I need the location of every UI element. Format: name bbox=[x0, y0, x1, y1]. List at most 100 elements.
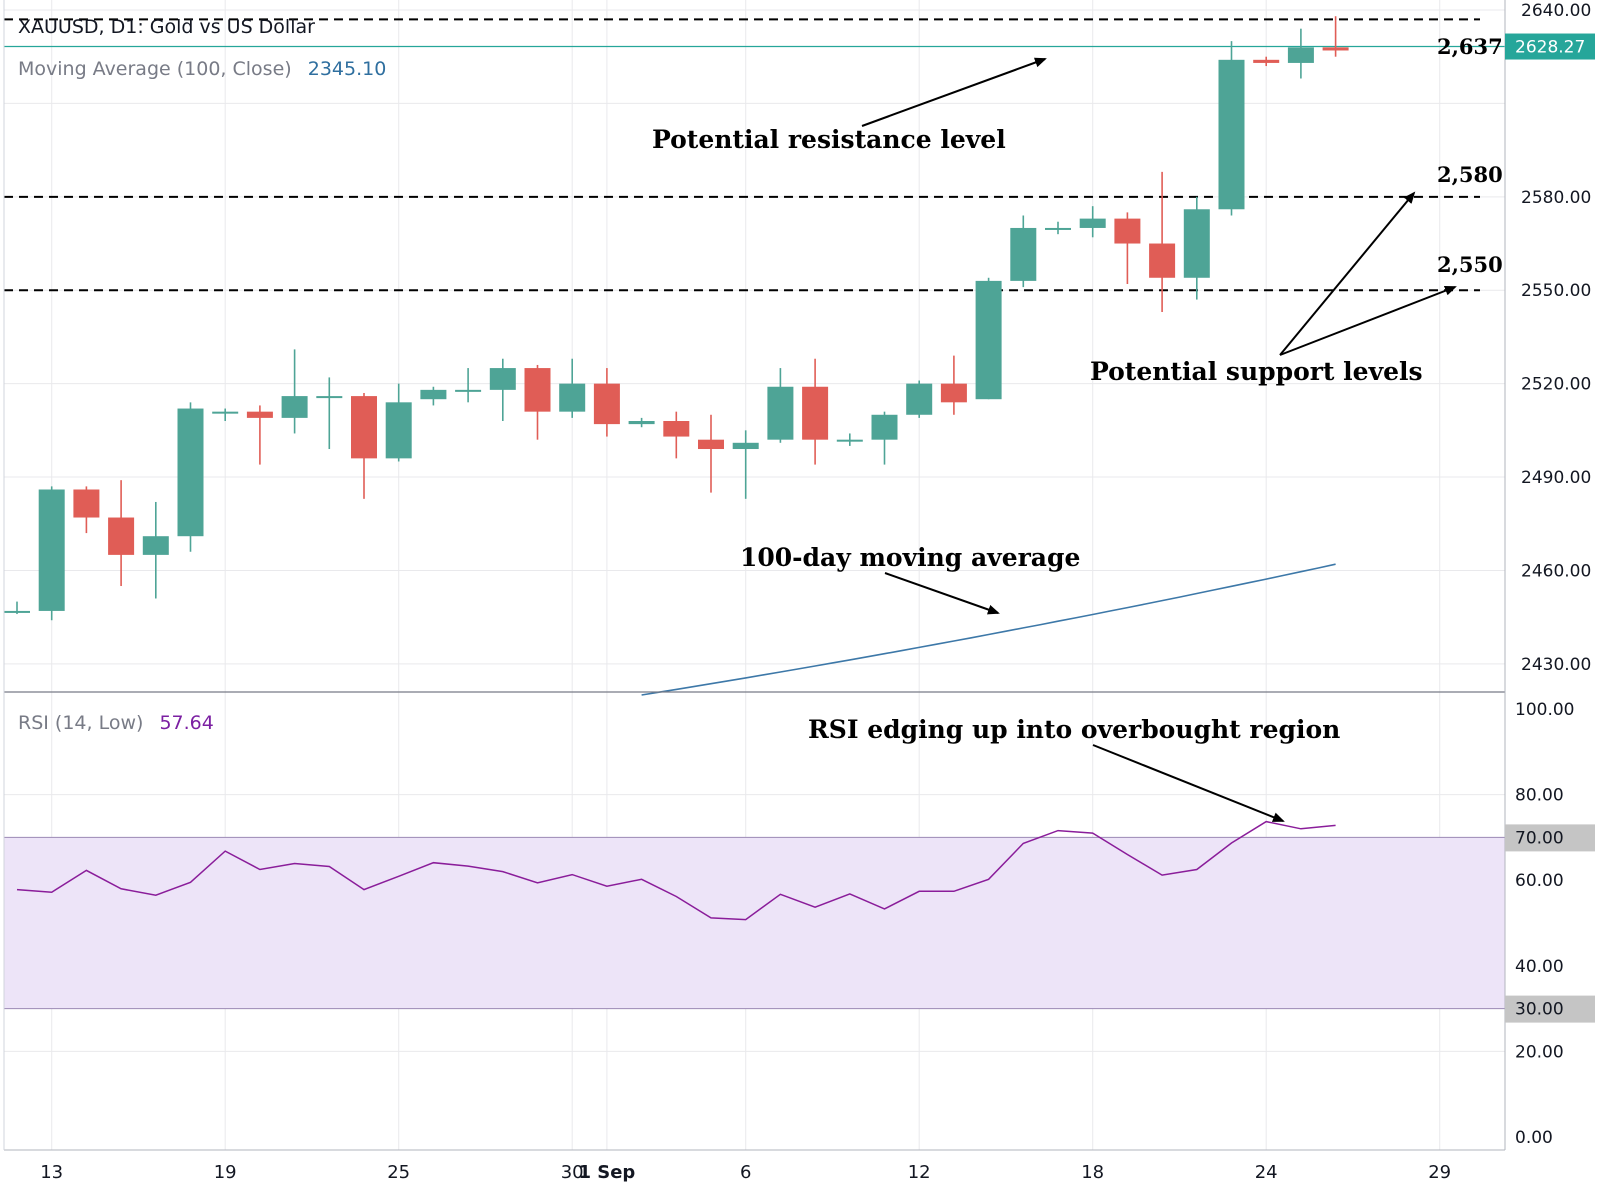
level-label-2580: 2,580 bbox=[1437, 162, 1503, 187]
rsi-tick-label: 100.00 bbox=[1515, 700, 1574, 720]
candle-body bbox=[351, 396, 377, 459]
time-tick-label: 30 bbox=[561, 1162, 584, 1183]
candle-body bbox=[1322, 47, 1349, 51]
candle bbox=[281, 349, 308, 434]
rsi-tick-label: 0.00 bbox=[1515, 1128, 1553, 1148]
time-tick-label: 12 bbox=[908, 1162, 931, 1183]
candle-body bbox=[836, 439, 863, 442]
candle-body bbox=[385, 402, 412, 459]
time-tick-label: 18 bbox=[1081, 1162, 1104, 1183]
candle-body bbox=[73, 489, 100, 518]
candle bbox=[38, 486, 65, 621]
support-arrow-upper bbox=[1279, 191, 1416, 356]
candle-body bbox=[524, 368, 551, 412]
chart-frame bbox=[3, 0, 1506, 1151]
candle bbox=[1183, 196, 1210, 300]
level-label-2637: 2,637 bbox=[1437, 34, 1503, 59]
rsi-annotation: RSI edging up into overbought region bbox=[808, 715, 1340, 744]
candle-body bbox=[420, 389, 447, 400]
rsi-tick-label: 60.00 bbox=[1515, 871, 1564, 891]
time-axis[interactable]: 13 19 25 301 Sep 6 12 18 24 29 bbox=[40, 1162, 1451, 1183]
candle bbox=[836, 433, 863, 446]
price-tick-label: 2550.00 bbox=[1521, 281, 1591, 301]
candle bbox=[975, 277, 1002, 400]
rsi-line bbox=[16, 820, 1336, 921]
moving-average-value: 2345.10 bbox=[307, 58, 387, 80]
candle-body bbox=[1218, 59, 1245, 210]
candle bbox=[940, 355, 967, 415]
rsi-bound-badge bbox=[1505, 824, 1595, 852]
candle bbox=[420, 386, 447, 406]
candle bbox=[489, 358, 516, 421]
candle-body bbox=[1045, 227, 1071, 230]
time-tick-label: 25 bbox=[387, 1162, 410, 1183]
candle bbox=[628, 417, 655, 428]
candle-body bbox=[212, 411, 239, 414]
candle-body bbox=[698, 439, 724, 450]
price-axis[interactable]: 2640.00 2580.00 2550.00 2520.00 2490.00 2460.… bbox=[1505, 1, 1595, 1148]
rsi-value: 57.64 bbox=[159, 712, 214, 734]
candle bbox=[108, 480, 135, 587]
price-tick-label: 2580.00 bbox=[1521, 188, 1591, 208]
candle-body bbox=[1253, 59, 1280, 63]
candle bbox=[1045, 221, 1071, 235]
time-tick-label: 24 bbox=[1255, 1162, 1278, 1183]
moving-average-label: Moving Average (100, Close) bbox=[18, 58, 292, 80]
level-label-2550: 2,550 bbox=[1437, 252, 1503, 277]
moving-average-legend[interactable]: Moving Average (100, Close) 2345.10 bbox=[18, 58, 386, 80]
rsi-bound-badge bbox=[1505, 995, 1595, 1023]
time-tick-label: 1 Sep bbox=[578, 1162, 635, 1183]
candle-body bbox=[455, 389, 482, 392]
price-tick-label: 2490.00 bbox=[1521, 468, 1591, 488]
candle-body bbox=[975, 280, 1002, 400]
rsi-legend[interactable]: RSI (14, Low) 57.64 bbox=[18, 712, 214, 734]
candle-body bbox=[281, 396, 308, 418]
candle bbox=[385, 383, 412, 462]
candle bbox=[351, 392, 377, 499]
candle bbox=[212, 408, 239, 421]
candle bbox=[73, 486, 100, 534]
candle-body bbox=[732, 442, 759, 450]
symbol-title: XAUUSD, D1: Gold vs US Dollar bbox=[18, 16, 315, 38]
candle bbox=[732, 430, 759, 499]
candle-body bbox=[4, 610, 30, 613]
candle bbox=[663, 411, 690, 459]
rsi-tick-label: 70.00 bbox=[1515, 828, 1564, 848]
candle-body bbox=[593, 383, 620, 425]
rsi-label: RSI (14, Low) bbox=[18, 712, 144, 734]
candle bbox=[1010, 215, 1037, 288]
rsi-band bbox=[4, 836, 1505, 1010]
candle-body bbox=[246, 411, 273, 418]
moving-average-line bbox=[641, 563, 1336, 696]
candle bbox=[316, 377, 343, 450]
candle-body bbox=[489, 368, 516, 390]
moving-average-arrow bbox=[884, 572, 1000, 615]
candle bbox=[767, 368, 794, 443]
rsi-tick-label: 40.00 bbox=[1515, 957, 1564, 977]
rsi-tick-label: 30.00 bbox=[1515, 1000, 1564, 1020]
candle bbox=[698, 414, 724, 493]
candle bbox=[4, 601, 30, 615]
candle-body bbox=[628, 421, 655, 425]
candle bbox=[1114, 212, 1141, 284]
candle bbox=[1322, 16, 1349, 57]
candle-body bbox=[142, 536, 169, 555]
candle bbox=[142, 501, 169, 599]
candle bbox=[177, 402, 204, 552]
moving-average-annotation: 100-day moving average bbox=[740, 543, 1080, 572]
time-tick-label: 6 bbox=[740, 1162, 751, 1183]
annotations: Potential resistance level 100-day movin… bbox=[652, 34, 1503, 822]
candle-body bbox=[316, 396, 343, 399]
current-price-label: 2628.27 bbox=[1515, 38, 1585, 58]
time-tick-label: 13 bbox=[40, 1162, 63, 1183]
candle-body bbox=[1079, 218, 1106, 228]
candle bbox=[593, 368, 620, 437]
candle bbox=[246, 405, 273, 465]
candle-body bbox=[802, 386, 829, 440]
candle-body bbox=[1149, 243, 1176, 278]
symbol-legend[interactable]: XAUUSD, D1: Gold vs US Dollar bbox=[18, 16, 315, 38]
candle-body bbox=[663, 421, 690, 437]
price-tick-label: 2460.00 bbox=[1521, 561, 1591, 581]
candle-body bbox=[906, 383, 933, 415]
resistance-arrow bbox=[861, 57, 1047, 127]
